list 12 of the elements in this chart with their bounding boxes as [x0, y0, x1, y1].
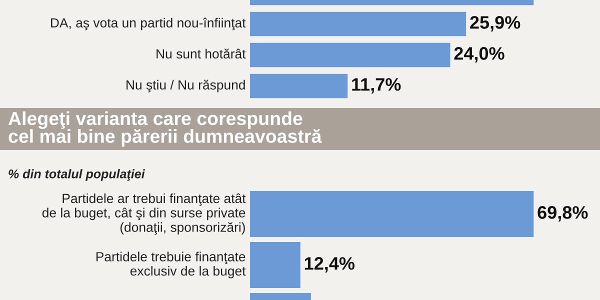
- y-tick-label: Partidele ar trebui finanţate atât de la buget, cât şi din surse private (donaţii, sponsorizări): [42, 193, 246, 235]
- chart-title: Alegeţi varianta care corespunde cel mai bine părerii dumneavoastră: [8, 111, 322, 147]
- data-label: 25,9%: [470, 16, 520, 32]
- y-tick-label: Nu ştiu / Nu răspund: [126, 80, 245, 92]
- data-label: 11,7%: [352, 78, 401, 94]
- text: % din totalul populaţiei: [8, 169, 146, 181]
- y-tick-label: DA, aş vota un partid nou-înfiinţat: [51, 18, 246, 30]
- data-label: 69,8%: [538, 206, 588, 222]
- y-tick-label: Nu sunt hotărât: [156, 48, 246, 59]
- data-label: 12,4%: [304, 257, 355, 272]
- data-label: 24,0%: [454, 47, 504, 62]
- y-tick-label: Partidele trebuie finanţate exclusiv de la buget: [96, 252, 246, 278]
